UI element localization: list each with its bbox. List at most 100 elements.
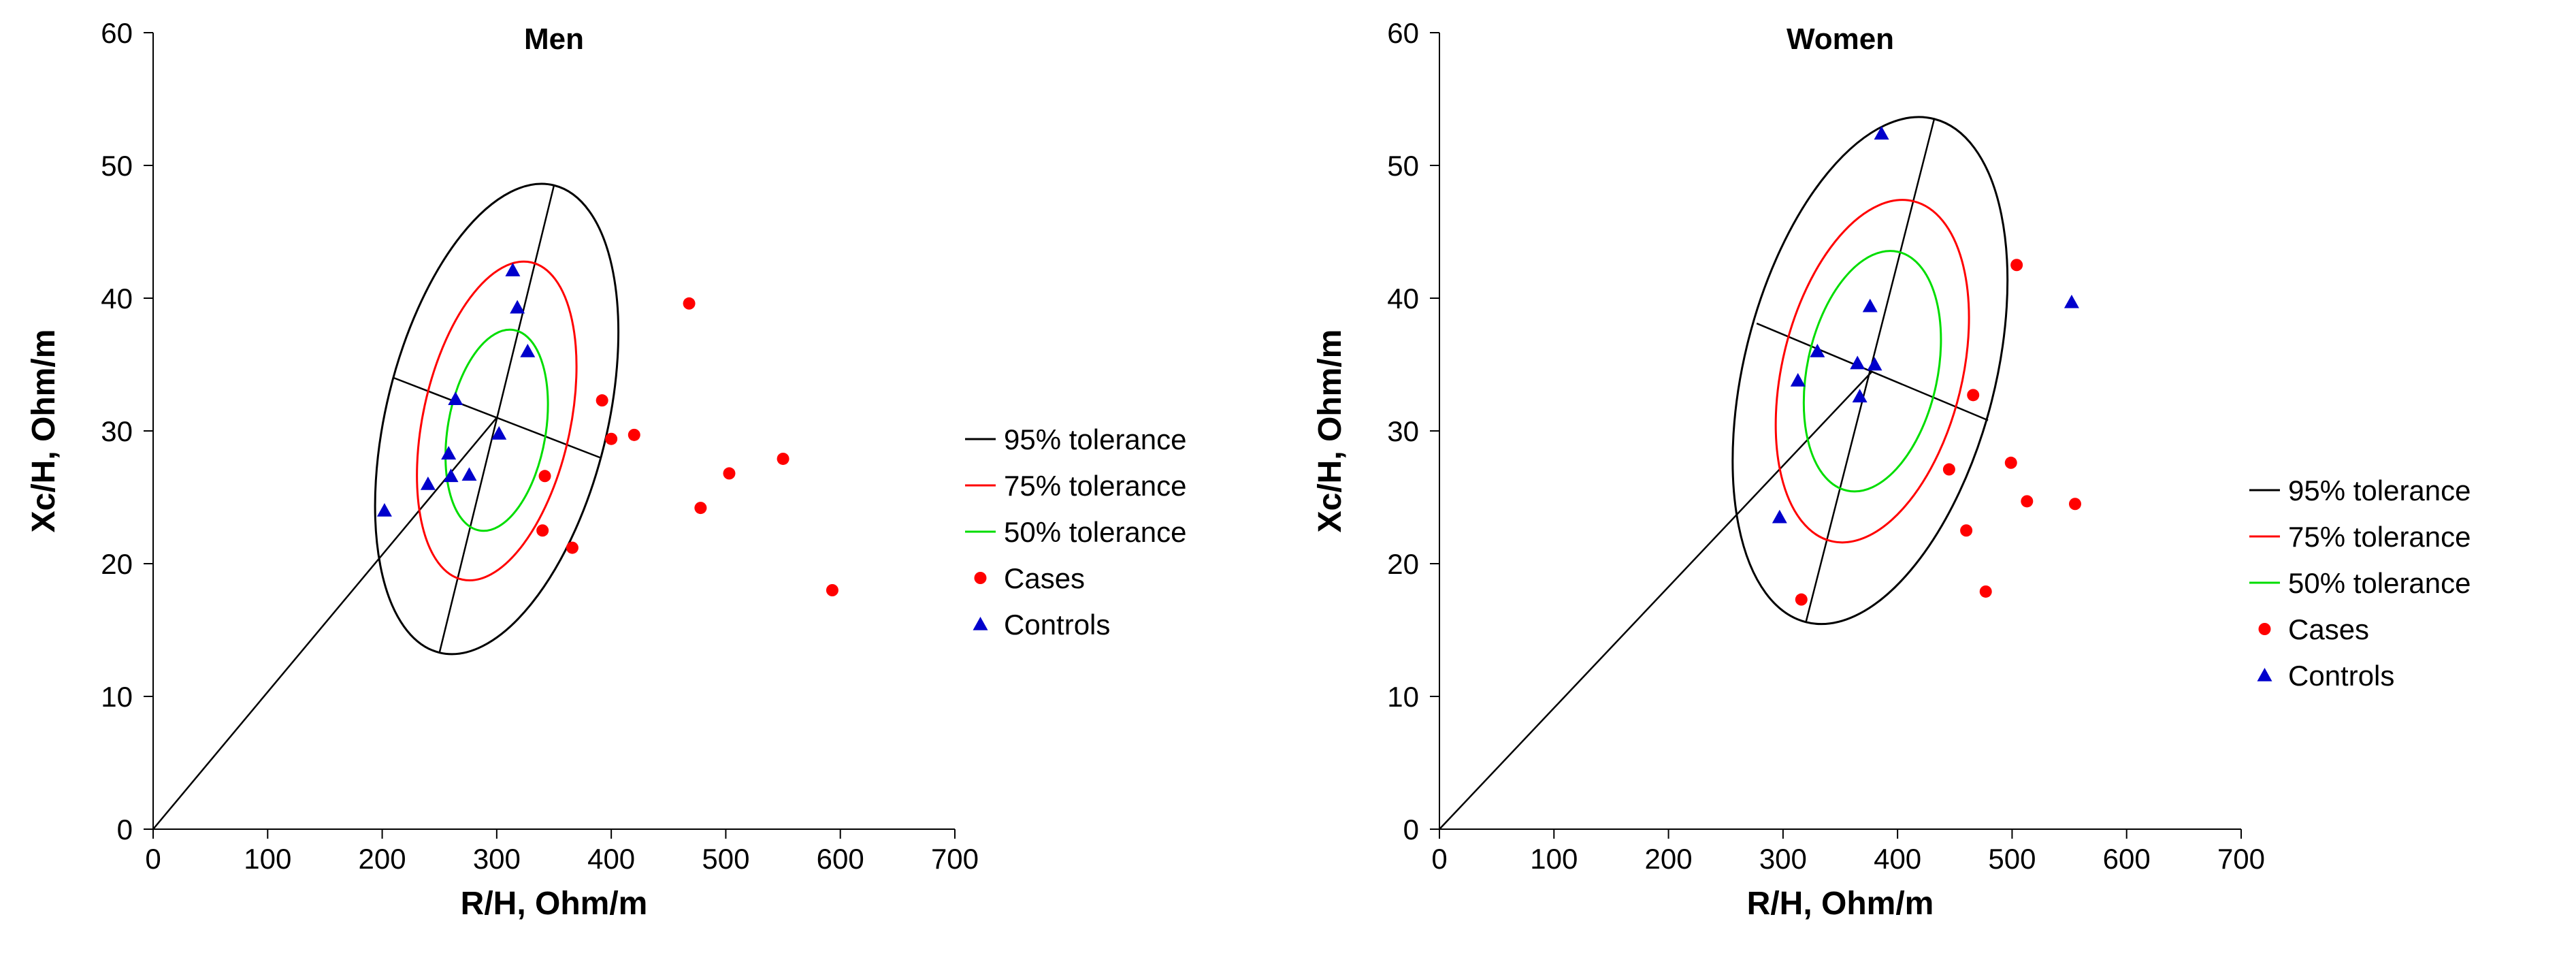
control-point [1850, 355, 1865, 370]
y-tick-label: 20 [1387, 548, 1419, 580]
case-point [723, 467, 736, 480]
y-tick-label: 20 [101, 548, 133, 580]
origin-vector-line [152, 417, 498, 830]
case-point [1795, 593, 1808, 606]
legend-label: Cases [1004, 562, 1085, 594]
control-point [443, 468, 459, 483]
case-point [826, 584, 838, 596]
tolerance-ellipse-75 [1774, 199, 1970, 544]
control-point [1862, 298, 1878, 312]
control-point [505, 263, 521, 276]
y-tick-label: 30 [1387, 415, 1419, 447]
control-point [510, 300, 525, 314]
control-point [1810, 344, 1825, 357]
control-point [441, 446, 457, 460]
control-point [491, 425, 507, 440]
x-tick-label: 600 [817, 843, 864, 875]
x-tick-label: 200 [1645, 843, 1693, 875]
case-point [596, 394, 608, 407]
control-point [1874, 126, 1889, 140]
y-axis-title: Xc/H, Ohm/m [26, 329, 62, 533]
case-point [538, 470, 551, 483]
chart-title: Men [524, 22, 584, 56]
case-point [2010, 259, 2023, 272]
origin-vector-line [1439, 370, 1874, 830]
major-axis-line [438, 184, 555, 653]
legend-label: 75% tolerance [1004, 470, 1187, 502]
x-tick-label: 700 [2217, 843, 2265, 875]
x-tick-label: 500 [702, 843, 749, 875]
case-point [2021, 495, 2034, 508]
x-tick-label: 100 [1530, 843, 1578, 875]
y-tick-label: 40 [101, 283, 133, 315]
case-point [683, 297, 696, 310]
legend-label: Controls [2288, 660, 2394, 692]
case-point [627, 428, 640, 441]
tolerance-ellipse-50 [444, 328, 549, 532]
control-point [520, 344, 536, 357]
x-tick-label: 200 [359, 843, 406, 875]
y-tick-label: 60 [101, 17, 133, 49]
y-tick-label: 50 [101, 150, 133, 182]
tolerance-ellipse-50 [1802, 250, 1942, 493]
y-axis-title: Xc/H, Ohm/m [1312, 329, 1348, 533]
men-chart: 0 100 200 300 400 500 600 700 0 10 20 30 40 50 60 R/H, … [26, 17, 1187, 922]
x-tick-label: 300 [1759, 843, 1807, 875]
legend-label: 50% tolerance [1004, 516, 1187, 548]
tolerance-ellipse-75 [416, 260, 578, 582]
y-tick-label: 50 [1387, 150, 1419, 182]
x-tick-label: 400 [1874, 843, 1921, 875]
legend: 95% tolerance 75% tolerance 50% tolerance C… [2249, 474, 2471, 692]
case-point [536, 524, 549, 537]
control-point [376, 503, 392, 517]
case-point [1960, 524, 1973, 537]
case-point [694, 502, 707, 515]
legend-label: 50% tolerance [2288, 567, 2471, 599]
x-tick-label: 0 [1431, 843, 1447, 875]
x-tick-label: 300 [473, 843, 521, 875]
women-chart: 0 100 200 300 400 500 600 700 0 10 20 30 40 50 60 R/H, … [1312, 17, 2471, 922]
x-tick-label: 400 [587, 843, 635, 875]
y-tick-label: 40 [1387, 283, 1419, 315]
control-point [1867, 357, 1882, 371]
control-point [1852, 389, 1868, 403]
control-point [448, 391, 463, 405]
case-point [2004, 456, 2017, 469]
case-point [1967, 389, 1980, 402]
legend-swatch-cases [2258, 623, 2271, 635]
x-tick-label: 600 [2103, 843, 2151, 875]
legend: 95% tolerance 75% tolerance 50% tolerance C… [965, 423, 1187, 641]
x-tick-label: 500 [1988, 843, 2036, 875]
chart-title: Women [1787, 22, 1894, 56]
minor-axis-line [393, 376, 600, 459]
case-point [605, 432, 618, 445]
control-point [1790, 372, 1806, 387]
case-point [566, 541, 578, 554]
case-point [2068, 498, 2081, 511]
legend-label: Cases [2288, 613, 2369, 645]
x-axis-title: R/H, Ohm/m [461, 886, 648, 922]
x-tick-label: 700 [931, 843, 979, 875]
legend-label: 95% tolerance [1004, 423, 1187, 455]
y-tick-label: 0 [1403, 814, 1419, 846]
case-point [1942, 463, 1955, 476]
case-point [777, 452, 789, 465]
control-point [420, 477, 436, 490]
minor-axis-line [1756, 322, 1989, 421]
legend-swatch-cases [974, 572, 987, 584]
y-tick-label: 0 [117, 814, 133, 846]
y-tick-label: 10 [1387, 681, 1419, 713]
legend-label: 95% tolerance [2288, 474, 2471, 506]
legend-label: 75% tolerance [2288, 521, 2471, 553]
y-tick-label: 10 [101, 681, 133, 713]
x-axis-title: R/H, Ohm/m [1747, 886, 1934, 922]
y-tick-label: 30 [101, 415, 133, 447]
x-tick-label: 0 [145, 843, 161, 875]
control-point [2064, 294, 2079, 308]
y-tick-label: 60 [1387, 17, 1419, 49]
legend-swatch-controls [2257, 668, 2272, 681]
control-point [1772, 509, 1787, 524]
legend-swatch-controls [973, 617, 988, 630]
control-point [461, 467, 477, 481]
